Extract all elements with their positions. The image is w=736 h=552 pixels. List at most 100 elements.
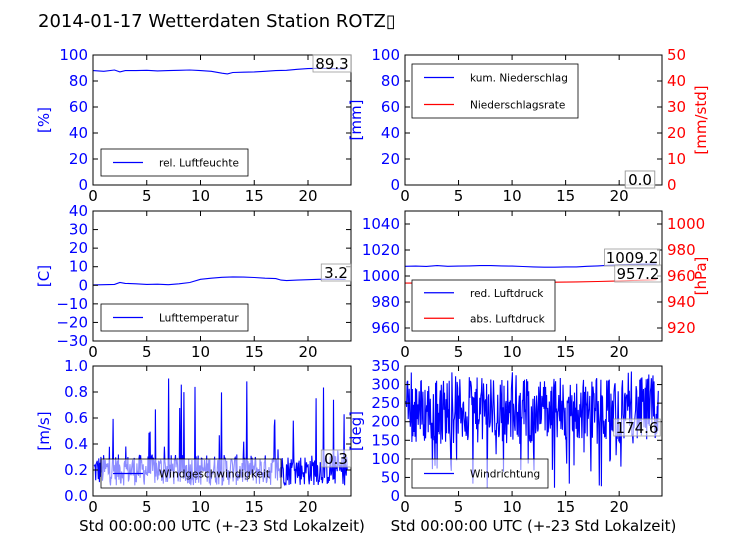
y-tick-label: −20: [56, 313, 88, 331]
series-line-humidity-0: [93, 67, 346, 75]
y-tick-label: 1000: [362, 267, 400, 285]
x-tick-label: 5: [142, 187, 152, 205]
x-tick-label: 10: [191, 187, 210, 205]
y-tick-label: 1040: [362, 215, 400, 233]
y-tick-label: 60: [381, 98, 400, 116]
legend-temperature: Lufttemperatur: [100, 303, 249, 332]
x-tick-label: 15: [556, 343, 575, 361]
y-tick-label-right: 0: [667, 176, 677, 194]
y-tick-label: 0.4: [64, 435, 88, 453]
legend-label: kum. Niederschlag: [470, 73, 568, 85]
y-tick-label: 80: [69, 72, 88, 90]
last-value-box: [614, 264, 662, 283]
y-axis-label: [%]: [35, 107, 53, 133]
y-tick-label-right: 920: [667, 319, 696, 337]
y-tick-label: 100: [59, 46, 88, 64]
y-tick-label: 960: [371, 319, 400, 337]
x-tick-label: 5: [454, 343, 464, 361]
y-tick-label: 40: [69, 202, 88, 220]
y-tick-label: 40: [381, 124, 400, 142]
plot-frame-humidity: [92, 54, 352, 186]
y-tick-label: −10: [56, 295, 88, 313]
y-tick-label: 0: [78, 176, 88, 194]
y-tick-label: 0.2: [64, 461, 88, 479]
y-tick-label: 0.0: [64, 487, 88, 505]
x-tick-label: 0: [88, 498, 98, 516]
y-tick-label: 250: [371, 394, 400, 412]
last-value-label: 0.3: [324, 450, 348, 468]
chart-humidity: 0 5 10 15 20 0 20 40 60 80 100 [%] rel. Luftfeuchte 8…: [35, 46, 352, 205]
legend-winddirection: Windrichtung: [411, 458, 549, 489]
last-value-label: 957.2: [617, 265, 660, 283]
x-tick-label: 0: [400, 343, 410, 361]
x-tick-label: 20: [610, 187, 629, 205]
last-value-box: [312, 54, 352, 73]
plot-frame-precipitation: [404, 54, 663, 186]
y-axis-label: [mm]: [347, 100, 365, 141]
y-tick-label: 100: [371, 46, 400, 64]
last-value-box: [624, 170, 656, 189]
y-tick-label: 80: [381, 72, 400, 90]
x-axis-label: Std 00:00:00 UTC (+-23 Std Lokalzeit): [391, 517, 677, 535]
x-tick-label: 0: [88, 343, 98, 361]
x-tick-label: 5: [454, 498, 464, 516]
y-tick-label-right: 20: [667, 124, 686, 142]
x-tick-label: 20: [298, 187, 317, 205]
y-tick-label-right: 1000: [667, 215, 705, 233]
y-axis-label: [deg]: [347, 411, 365, 451]
y-tick-label: −30: [56, 332, 88, 350]
x-tick-label: 0: [400, 187, 410, 205]
last-value-label: 1009.2: [606, 249, 659, 267]
y-tick-label: 30: [69, 221, 88, 239]
legend-box: [411, 63, 579, 119]
y-tick-label: 1.0: [64, 357, 88, 375]
legend-humidity: rel. Luftfeuchte: [100, 148, 249, 177]
x-tick-label: 0: [400, 498, 410, 516]
x-tick-label: 5: [142, 498, 152, 516]
y-tick-label: 50: [381, 468, 400, 486]
y-tick-label: 300: [371, 376, 400, 394]
legend-box: [411, 279, 556, 332]
legend-label: Windgeschwindigkeit: [159, 469, 270, 481]
series-line-temperature-0: [93, 276, 346, 286]
chart-windspeed: 0 5 10 15 20 0.0 0.2 0.4 0.6 0.8 1.0 [m/s] Std 00:00…: [35, 357, 365, 535]
y-tick-label-right: 10: [667, 150, 686, 168]
y-tick-label: 0: [78, 276, 88, 294]
legend-precipitation: kum. Niederschlag Niederschlagsrate: [411, 63, 579, 119]
last-value-label: 174.6: [616, 419, 659, 437]
y-tick-label: 20: [69, 239, 88, 257]
y-tick-label: 0: [390, 176, 400, 194]
y-tick-label-right: 980: [667, 241, 696, 259]
legend-label: abs. Luftdruck: [470, 313, 546, 325]
legend-windspeed: Windgeschwindigkeit: [100, 458, 282, 489]
y-tick-label: 0.6: [64, 409, 88, 427]
x-tick-label: 20: [298, 498, 317, 516]
plot-frame-winddirection: [404, 365, 663, 497]
last-value-box: [320, 449, 352, 468]
y-tick-label: 20: [381, 150, 400, 168]
x-tick-label: 10: [503, 343, 522, 361]
last-value-label: 3.2: [324, 264, 348, 282]
last-value-box: [320, 263, 352, 282]
x-tick-label: 15: [245, 187, 264, 205]
x-tick-label: 10: [191, 343, 210, 361]
x-tick-label: 5: [142, 343, 152, 361]
y-tick-label-right: 30: [667, 98, 686, 116]
legend-label: Lufttemperatur: [159, 313, 239, 325]
y-tick-label: 40: [69, 124, 88, 142]
x-tick-label: 15: [245, 343, 264, 361]
legend-label: Windrichtung: [470, 469, 540, 481]
y-tick-label-right: 50: [667, 46, 686, 64]
y-axis-label: [C]: [35, 265, 53, 287]
chart-temperature: 0 5 10 15 20−30−20−10010203040[C]Lufttempera…: [35, 202, 352, 361]
x-axis-label: Std 00:00:00 UTC (+-23 Std Lokalzeit): [79, 517, 365, 535]
legend-pressure: red. Luftdruck abs. Luftdruck: [411, 279, 556, 332]
y-tick-label: 0: [390, 487, 400, 505]
y-tick-label: 100: [371, 450, 400, 468]
x-tick-label: 10: [503, 187, 522, 205]
x-tick-label: 20: [610, 498, 629, 516]
y-tick-label: 0.8: [64, 383, 88, 401]
y-tick-label-right: 940: [667, 293, 696, 311]
